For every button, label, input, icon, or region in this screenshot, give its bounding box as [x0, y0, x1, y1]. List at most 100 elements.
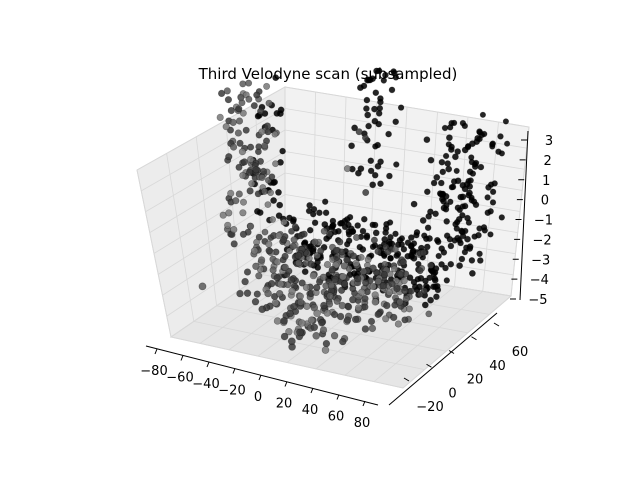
- scatter-point: [250, 247, 259, 255]
- scatter-point: [275, 212, 283, 220]
- scatter-point: [313, 284, 321, 292]
- scatter-point: [406, 274, 414, 282]
- scatter-point: [239, 109, 247, 117]
- scatter-point: [405, 305, 413, 313]
- back-gridline: [284, 151, 523, 191]
- scatter-point: [484, 209, 492, 216]
- scatter-point: [379, 282, 387, 290]
- scatter-point: [476, 128, 483, 135]
- chart-title: Third Velodyne scan (subsampled): [198, 65, 458, 83]
- scatter-point: [489, 199, 497, 206]
- scatter-point: [382, 71, 389, 79]
- y-tick-label: 40: [489, 359, 506, 374]
- scatter-point: [247, 222, 255, 230]
- scatter-point: [290, 216, 297, 223]
- scatter-point: [333, 297, 341, 305]
- scatter-point: [445, 134, 453, 142]
- scatter-point: [287, 276, 295, 284]
- scatter-point: [261, 228, 269, 236]
- scatter-point: [258, 305, 267, 314]
- z-axis-line: [519, 130, 529, 301]
- scatter-point: [454, 204, 462, 212]
- scatter-point: [351, 124, 358, 132]
- scatter-point: [480, 224, 488, 231]
- scatter-point: [474, 135, 481, 142]
- scatter-point: [383, 301, 391, 310]
- scatter-point: [311, 219, 319, 227]
- scatter-point: [347, 225, 355, 233]
- scatter-point: [280, 218, 288, 226]
- scatter-point: [232, 197, 240, 205]
- x-tick: [180, 355, 184, 361]
- scatter-point: [354, 304, 363, 312]
- scatter-point: [468, 269, 476, 277]
- scatter-point: [400, 277, 408, 285]
- scatter-point: [454, 177, 462, 185]
- scatter-point: [331, 275, 339, 284]
- scatter-point: [198, 282, 207, 291]
- scatter-point: [270, 179, 277, 187]
- scatter-point: [336, 312, 345, 321]
- scatter-point: [444, 160, 452, 167]
- x-tick: [258, 374, 262, 381]
- scatter-point: [467, 177, 474, 184]
- scatter-point: [338, 219, 346, 227]
- scatter-point: [355, 128, 363, 136]
- scatter-point: [258, 174, 266, 182]
- scatter-point: [335, 228, 342, 235]
- scatter-point: [468, 257, 476, 264]
- scatter-point: [280, 236, 288, 244]
- scatter-point: [349, 296, 357, 304]
- scatter-point: [363, 232, 371, 240]
- scatter-point: [448, 119, 455, 127]
- scatter-point: [313, 251, 321, 259]
- scatter-point: [438, 261, 445, 268]
- scatter-point: [268, 279, 276, 288]
- y-tick-label: 0: [448, 386, 456, 401]
- scatter-point: [319, 273, 328, 281]
- scatter-point: [443, 277, 450, 284]
- scatter-point: [371, 298, 379, 306]
- scatter-point: [321, 346, 330, 354]
- scatter-point: [399, 258, 407, 266]
- floor-gridline: [216, 305, 447, 352]
- scatter-point: [382, 315, 390, 323]
- scatter-point: [279, 147, 286, 155]
- scatter-point: [476, 250, 483, 258]
- scatter-point: [263, 82, 271, 90]
- scatter-point: [276, 110, 284, 117]
- scatter-point: [400, 246, 408, 253]
- scatter-point: [443, 218, 451, 225]
- scatter-point: [250, 102, 258, 110]
- back-gridline: [284, 172, 521, 212]
- scatter-point: [419, 249, 427, 257]
- scatter-point: [316, 209, 323, 217]
- scatter-point: [362, 279, 370, 287]
- scatter-point: [365, 122, 372, 130]
- scatter-point: [487, 231, 494, 238]
- scatter-point: [471, 163, 479, 170]
- scatter-point: [447, 198, 454, 206]
- scatter-point: [218, 89, 226, 97]
- scatter-point: [440, 197, 447, 205]
- y-tick: [471, 336, 477, 341]
- scatter-point: [253, 290, 261, 298]
- scatter-point: [248, 180, 256, 188]
- scatter-point: [453, 167, 460, 174]
- scatter-point: [239, 80, 247, 88]
- scatter-point: [275, 232, 283, 240]
- scatter-point: [295, 259, 303, 267]
- z-tick-label: −4: [530, 273, 549, 288]
- scatter-point: [380, 271, 388, 279]
- scatter-point: [243, 268, 252, 276]
- y-tick-label: −20: [416, 400, 443, 415]
- scatter-point: [440, 249, 448, 256]
- scatter-point: [235, 105, 243, 113]
- scatter-point: [296, 298, 305, 306]
- scatter-point: [290, 236, 298, 244]
- scatter-point: [229, 118, 237, 126]
- scatter-point: [360, 267, 368, 275]
- scatter-point: [325, 230, 333, 238]
- side-gridline: [149, 151, 286, 233]
